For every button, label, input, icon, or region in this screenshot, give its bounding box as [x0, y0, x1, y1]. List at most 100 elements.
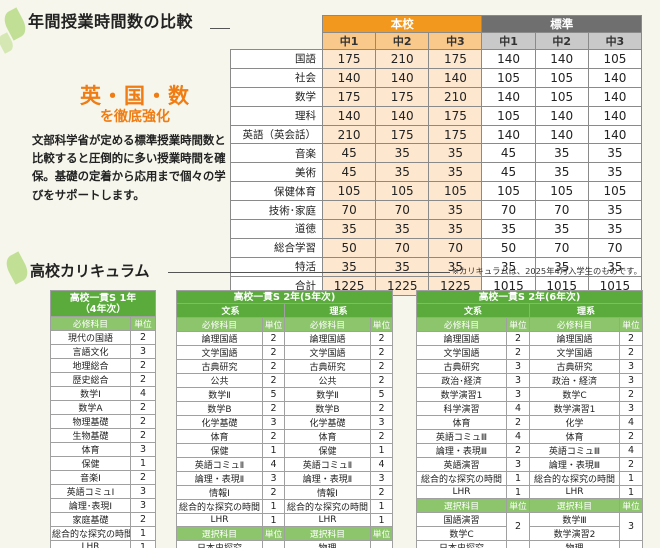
elective-header: 選択科目 [284, 526, 371, 542]
standard-header: 標準 [481, 15, 642, 33]
standard-hours-cell: 35 [534, 219, 589, 239]
subject-cell: 数学Ⅱ [284, 387, 371, 402]
unit-cell: 3 [369, 471, 394, 486]
comparison-row: 理科 140 140 175 105 140 140 [230, 105, 643, 126]
subject-cell: 体育 [416, 415, 507, 430]
honko-hours-cell: 175 [428, 49, 483, 69]
elective-header: 選択科目 [416, 498, 507, 514]
table-row: 総合的な探究の時間 1 総合的な探究の時間 1 [176, 499, 394, 514]
unit-cell: 4 [506, 401, 530, 416]
table-row: 現代の国語 2 [50, 330, 156, 345]
grade-header: 中3 [587, 32, 643, 50]
subject-label: 社会 [230, 67, 323, 88]
comparison-row: 国語 175 210 175 140 140 105 [230, 49, 643, 69]
elective-row: 国語演習 2 数学Ⅲ 3 [416, 512, 644, 542]
unit-cell: 2 [506, 443, 530, 458]
honko-hours-cell: 50 [321, 237, 377, 258]
unit-header: 単位 [506, 498, 530, 514]
unit-cell: 3 [506, 457, 530, 472]
unit-cell: 1 [130, 526, 156, 541]
honko-hours-cell: 35 [375, 162, 430, 183]
honko-hours-cell: 35 [428, 219, 483, 239]
subject-cell: 音楽Ⅰ [50, 470, 131, 485]
subject-label: 特活 [230, 256, 323, 277]
table-row: 数学Ⅰ 4 [50, 386, 156, 401]
blank-corner [231, 33, 323, 50]
unit-cell: 2 [262, 359, 285, 374]
curriculum-note: ※カリキュラムは、2025年4月入学生のものです。 [452, 266, 642, 276]
table-row: 文学国語 2 文学国語 2 [176, 345, 394, 360]
honko-hours-cell: 175 [321, 49, 377, 69]
subject-cell: 論理国語 [416, 331, 507, 346]
honko-hours-cell: 105 [428, 181, 483, 202]
honko-hours-cell: 35 [428, 200, 483, 221]
standard-hours-cell: 105 [587, 49, 643, 69]
honko-hours-cell: 140 [428, 67, 483, 88]
subject-cell: 言語文化 [50, 344, 131, 359]
subject-cell: 総合的な探究の時間 [416, 471, 507, 486]
standard-hours-cell: 35 [481, 219, 536, 239]
table-row: 歴史総合 2 [50, 372, 156, 387]
honko-hours-cell: 175 [375, 86, 430, 107]
table-row: 総合的な探究の時間 1 総合的な探究の時間 1 [416, 471, 644, 486]
elective-row: 日本史探究3物理3 [176, 540, 394, 548]
unit-cell: 2 [369, 429, 394, 444]
table-row: 公共 2 公共 2 [176, 373, 394, 388]
subject-cell: 数学A [50, 400, 131, 415]
unit-cell: 2 [130, 512, 156, 527]
subject-cell: 総合的な探究の時間 [529, 471, 620, 486]
honko-header: 本校 [321, 15, 483, 33]
subject-cell: 英語コミュⅠ [50, 484, 131, 499]
standard-hours-cell: 140 [587, 124, 643, 145]
subject-label: 道徳 [230, 219, 323, 239]
subject-cell: 化学基礎 [284, 415, 371, 430]
honko-hours-cell: 70 [375, 200, 430, 221]
comparison-row: 保健体育 105 105 105 105 105 105 [230, 181, 643, 202]
subject-label: 英語（英会話） [230, 124, 323, 145]
subject-cell: 文学国語 [529, 345, 620, 360]
honko-hours-cell: 35 [428, 162, 483, 183]
unit-cell: 4 [130, 386, 156, 401]
honko-hours-cell: 35 [375, 219, 430, 239]
elective-subject-cell: 数学C [416, 526, 507, 542]
unit-header: 単位 [262, 526, 285, 542]
standard-hours-cell: 35 [587, 256, 643, 277]
subject-cell: 論理・表現Ⅱ [284, 471, 371, 486]
subject-label: 国語 [230, 49, 323, 69]
grade-header: 中3 [428, 32, 483, 50]
unit-cell: 3 [506, 387, 530, 402]
unit-cell: 2 [130, 358, 156, 373]
honko-hours-cell: 70 [321, 200, 377, 221]
standard-hours-cell: 50 [481, 237, 536, 258]
table-row: 家庭基礎 2 [50, 512, 156, 527]
honko-hours-cell: 70 [375, 237, 430, 258]
subject-cell: 論理国語 [284, 331, 371, 346]
unit-cell: 2 [618, 331, 644, 346]
elective-unit-cell: 3 [618, 512, 644, 542]
unit-cell: 2 [618, 429, 644, 444]
unit-cell: 2 [130, 470, 156, 485]
elective-subject-cell: 日本史探究 [176, 540, 263, 548]
standard-hours-cell: 70 [481, 200, 536, 221]
standard-hours-cell: 140 [534, 49, 589, 69]
honko-hours-cell: 175 [321, 86, 377, 107]
grade-header: 中2 [534, 32, 589, 50]
subject-cell: 保健 [284, 443, 371, 458]
honko-hours-cell: 175 [375, 124, 430, 145]
subject-cell: 体育 [284, 429, 371, 444]
subject-cell: 保健 [176, 443, 263, 458]
year3-title: 高校一貫S 2年(6年次) [415, 290, 644, 304]
honko-hours-cell: 140 [321, 105, 377, 126]
subject-cell: 情報Ⅰ [284, 485, 371, 500]
subject-cell: 論理・表現Ⅲ [416, 443, 507, 458]
unit-cell: 4 [506, 429, 530, 444]
standard-hours-cell: 105 [481, 67, 536, 88]
table-row: 英語コミュⅠ 3 [50, 484, 156, 499]
section-title-curriculum: 高校カリキュラム [30, 262, 150, 280]
elective-subject-cell: 物理 [284, 540, 371, 548]
grade-header: 中1 [321, 32, 377, 50]
unit-cell: 2 [262, 429, 285, 444]
unit-cell: 2 [130, 428, 156, 443]
curriculum-year3-table: 高校一貫S 2年(6年次) 文系 理系 必修科目 単位 必修科目 単位 論理国語 2 論理国… [415, 290, 644, 548]
curriculum-year2-table: 高校一貫S 2年(5年次) 文系 理系 必修科目 単位 必修科目 単位 論理国語 2 論理国… [175, 290, 394, 548]
